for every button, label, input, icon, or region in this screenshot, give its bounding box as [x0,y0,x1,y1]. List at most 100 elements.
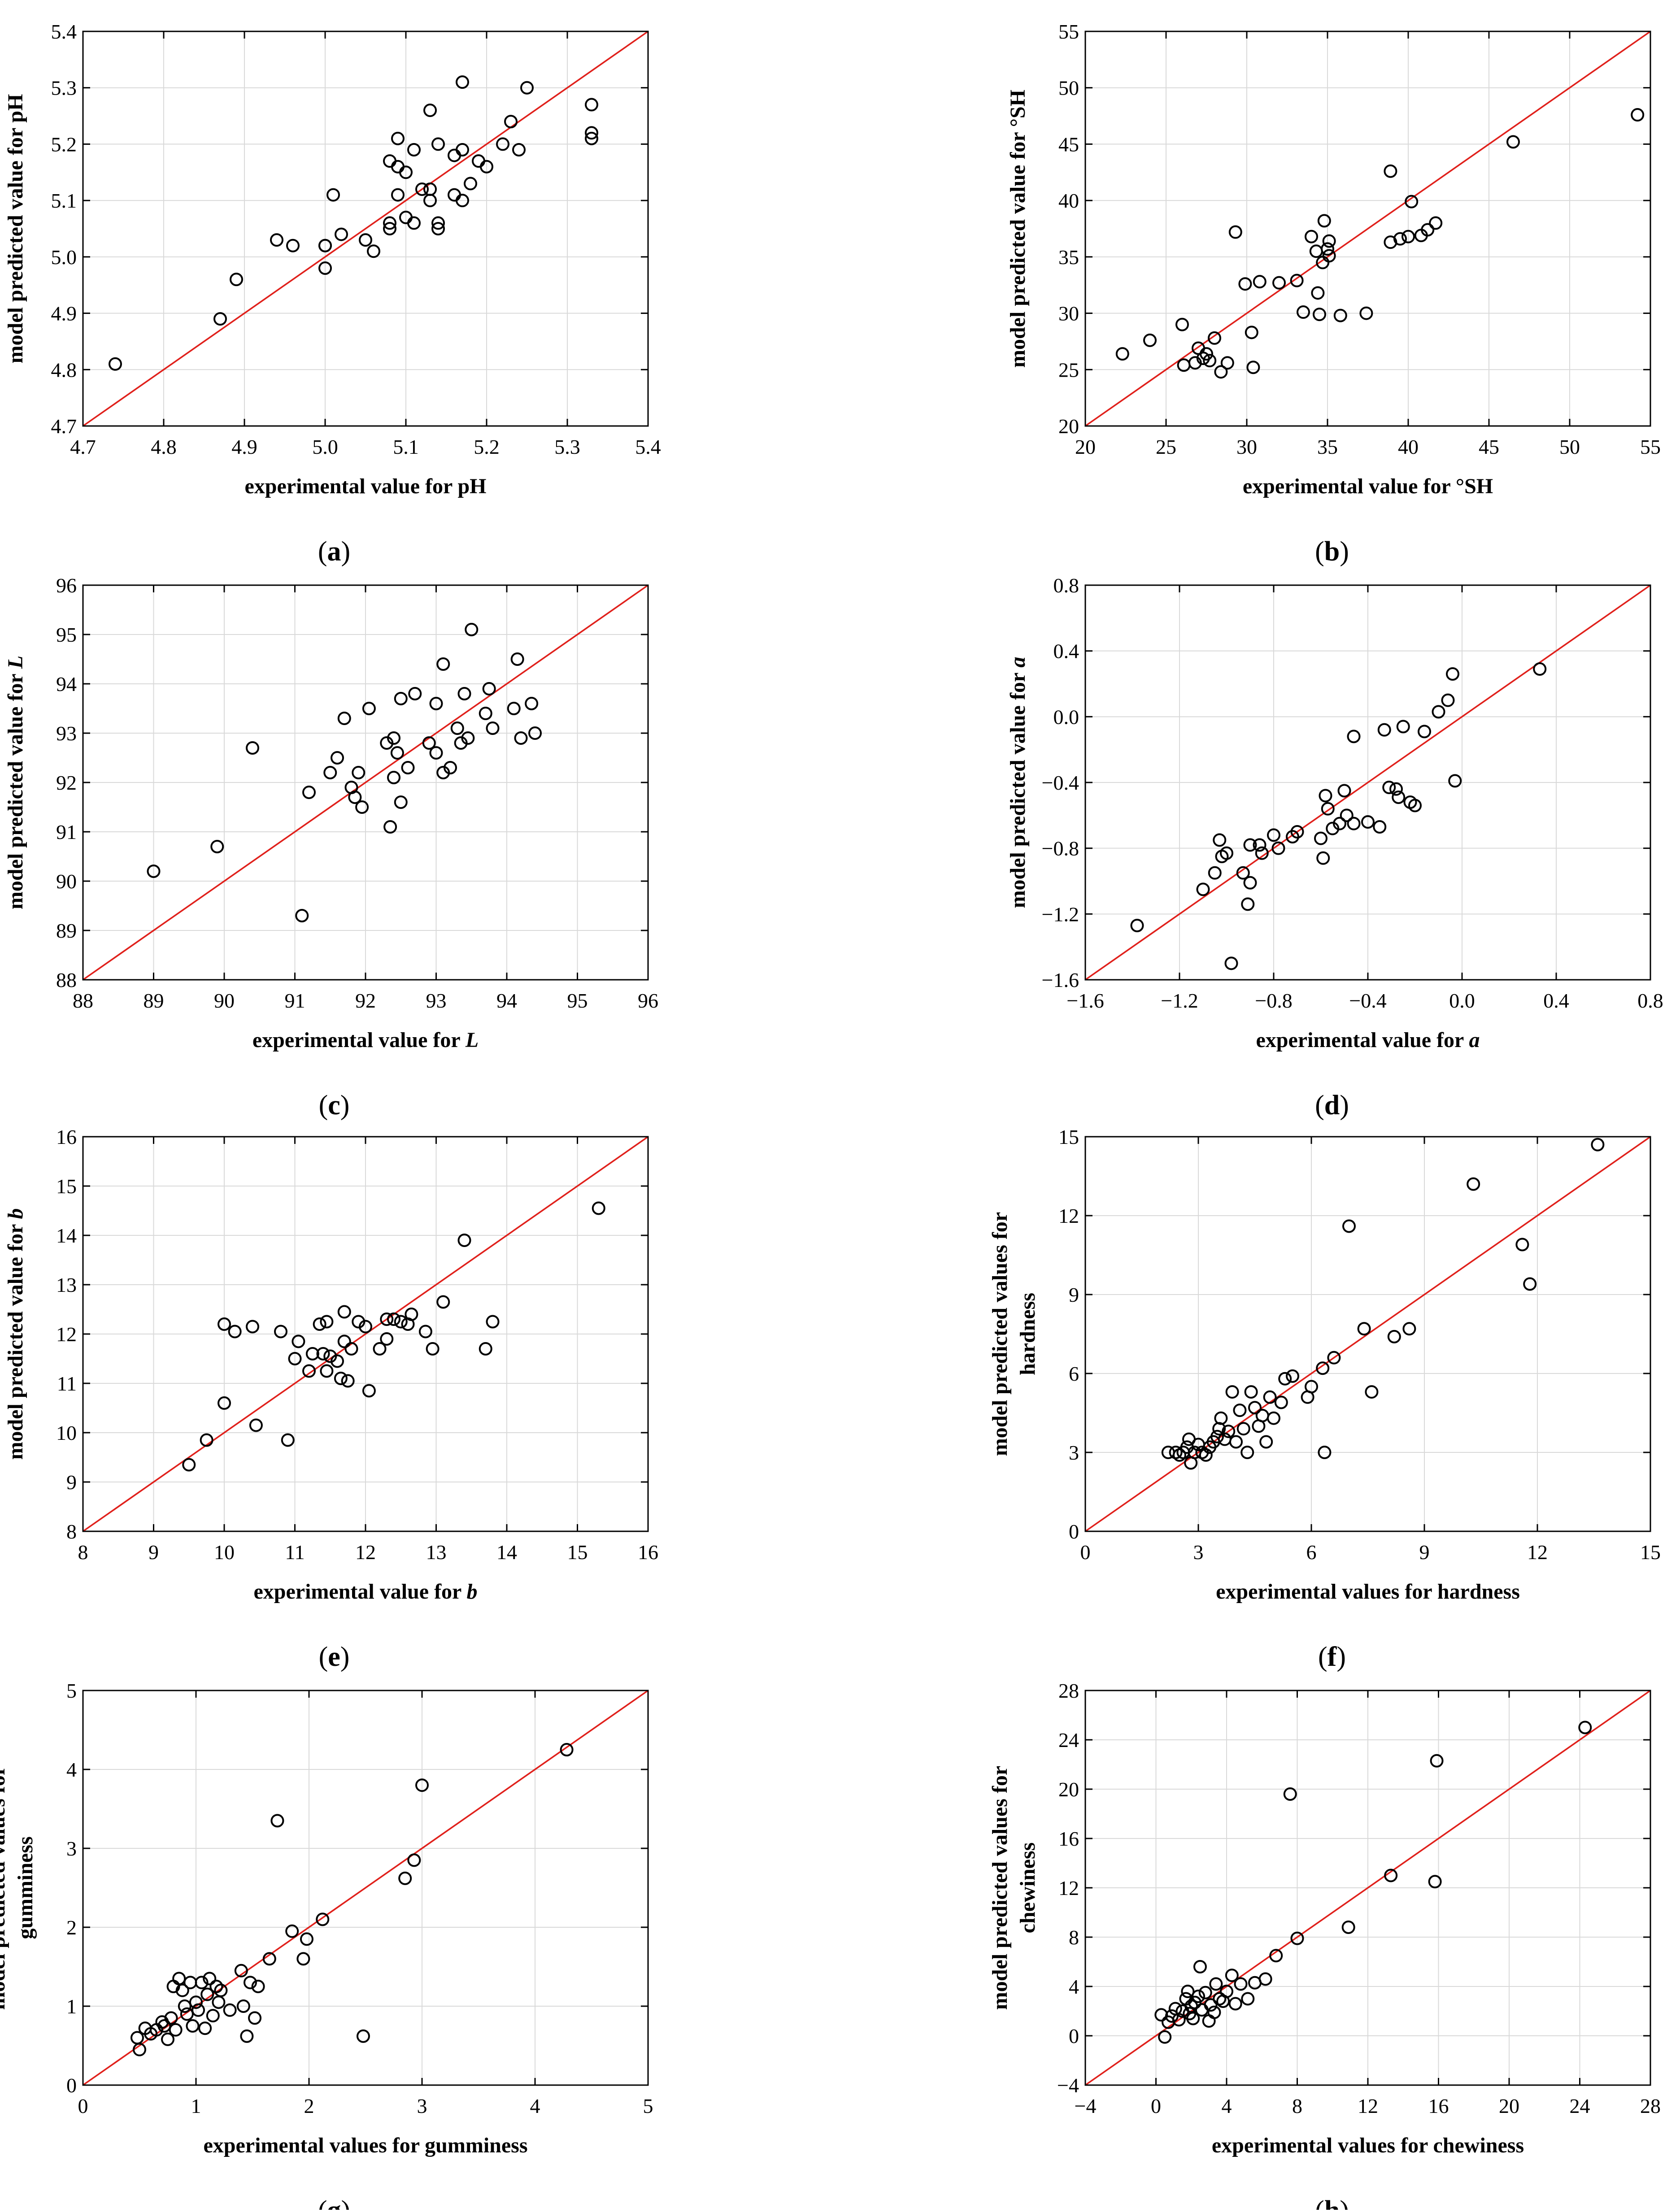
data-point [450,721,464,735]
x-axis-label: experimental value for b [253,1580,477,1604]
data-point [387,1312,400,1326]
data-point [456,75,469,89]
x-tick-label: −1.2 [1161,989,1198,1012]
data-point [186,2019,200,2033]
data-point [236,1999,250,2013]
y-axis-label-line: model predicted values for [988,1766,1012,2010]
y-tick-label: 12 [1058,1877,1079,1899]
y-tick-label: 0 [1069,2025,1079,2047]
x-tick-label: 95 [567,989,588,1012]
data-point [457,687,471,700]
x-tick-label: 90 [214,989,235,1012]
data-point [248,2011,262,2025]
data-point [1305,230,1318,243]
panel-caption-letter: f [1328,1642,1337,1672]
data-point [380,1312,394,1326]
data-point [1236,866,1250,880]
data-point [1316,851,1330,865]
data-point [1207,2005,1221,2019]
data-point [496,137,509,151]
x-tick-label: 1 [191,2095,201,2117]
x-tick-label: 9 [1419,1541,1430,1564]
data-point [1389,782,1403,796]
identity-line [82,584,649,981]
data-point [218,1396,231,1410]
data-point [1236,1422,1250,1436]
y-tick-label: 12 [56,1323,77,1346]
data-point [281,1433,295,1447]
y-tick-label: 4.9 [51,302,77,325]
data-point [320,1364,334,1378]
data-point [331,1354,344,1368]
panel-caption-letter: d [1324,1090,1340,1121]
x-axis-label: experimental values for hardness [1216,1580,1520,1604]
data-point [337,1305,351,1319]
data-point [1192,1990,1205,2003]
identity-line [1084,584,1651,981]
data-point [1263,1390,1277,1404]
y-tick-label: 9 [1069,1283,1079,1306]
data-point [1591,1138,1605,1152]
x-axis-label-variable: L [465,1028,479,1052]
y-tick-label: 89 [56,919,77,942]
data-point [401,761,415,774]
y-axis-label-variable: a [1006,657,1030,668]
x-tick-label: 20 [1075,435,1096,458]
data-point [431,137,445,151]
y-axis-label-text: model predicted value for pH [4,94,27,364]
data-point [359,1320,372,1334]
y-axis-label: model predicted value for °SH [1006,90,1030,368]
data-point [1165,2009,1179,2023]
chart-panel-f: 0 3 6 9 12 15 0 3 6 9 12 15 experimental values for … [988,1126,1661,1672]
data-point [200,1433,213,1447]
data-point [1269,1949,1283,1963]
x-tick-label: 5.3 [554,435,580,458]
data-point [1143,333,1157,347]
data-point [1241,1992,1255,2006]
data-point [1200,347,1213,361]
y-tick-label: 8 [66,1520,77,1543]
y-tick-label: 0.0 [1053,705,1079,728]
data-point [169,2023,183,2037]
data-point [456,143,469,156]
x-tick-label: 24 [1570,2095,1590,2117]
data-point [426,1342,440,1356]
data-point [408,687,422,700]
y-axis-label-text: model predicted value for [4,1219,27,1460]
x-tick-label: 10 [214,1541,235,1564]
y-axis-label: model predicted value for L [4,656,27,909]
y-axis-label-line: model predicted values for [0,1766,9,2010]
data-point [1175,317,1189,331]
y-tick-label: 3 [66,1837,77,1860]
y-axis-label-line: gumminess [13,1836,37,1939]
y-tick-label: −1.6 [1042,969,1079,991]
data-point [334,1372,348,1385]
data-point [1401,230,1415,243]
data-point [1181,1985,1195,1998]
x-tick-label: −4 [1075,2095,1097,2117]
chart-panel-d: −1.6 −1.2 −0.8 −0.4 0.0 0.4 0.8 −1.6 −1.2 −0.8 −0.… [1006,574,1663,1121]
data-point [1271,841,1285,855]
data-point [1208,331,1221,345]
data-point [1198,1986,1212,1999]
x-tick-label: 0.0 [1449,989,1475,1012]
data-point [1168,2002,1182,2016]
data-point [1408,799,1422,813]
data-point [1259,1435,1273,1449]
data-point [479,1342,492,1356]
y-tick-label: 91 [56,821,77,843]
data-point [300,1932,313,1946]
y-axis-label: model predicted value for pH [4,94,27,364]
data-point [1506,135,1520,149]
data-point [1373,820,1387,834]
data-point [352,766,366,779]
data-point [387,771,400,784]
y-tick-label: 20 [1058,1778,1079,1801]
data-point [1233,1404,1247,1417]
data-point [456,194,469,208]
y-tick-label: 4 [1069,1975,1079,1998]
data-point [1448,774,1462,788]
data-point [472,154,485,168]
panel-caption-close: ) [340,1090,350,1121]
data-point [109,357,122,371]
